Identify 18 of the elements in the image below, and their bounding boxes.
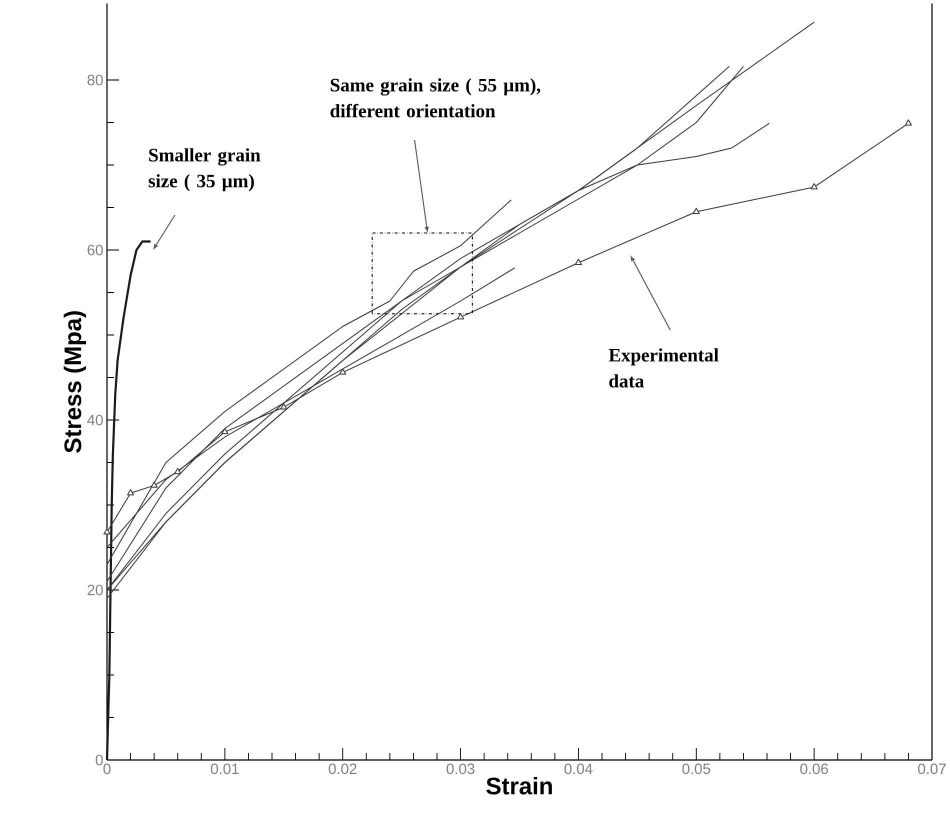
- x-tick-label: 0.02: [328, 764, 357, 774]
- x-tick-label: 0.01: [210, 764, 239, 774]
- y-axis-title: Stress (Mpa): [64, 311, 86, 453]
- y-tick-label: 80: [88, 74, 103, 86]
- x-tick-label: 0.04: [564, 764, 593, 774]
- y-tick-label: 20: [88, 584, 103, 596]
- annotation: Same grain size ( 55 µm), different orientation: [330, 78, 540, 118]
- annotation: Smaller grain size ( 35 µm): [148, 148, 260, 192]
- y-tick-label: 40: [87, 414, 103, 426]
- x-tick-label: 0.06: [800, 764, 828, 774]
- y-tick-label: 0: [96, 754, 103, 766]
- annotation: Experimental data: [608, 348, 719, 388]
- x-tick-label: 0.05: [682, 764, 710, 774]
- y-tick-label: 60: [88, 244, 103, 256]
- x-tick-label: 0.07: [918, 764, 946, 774]
- x-tick-label: 0: [103, 764, 111, 774]
- x-tick-label: 0.03: [446, 764, 474, 774]
- x-axis-title: Strain: [486, 776, 552, 794]
